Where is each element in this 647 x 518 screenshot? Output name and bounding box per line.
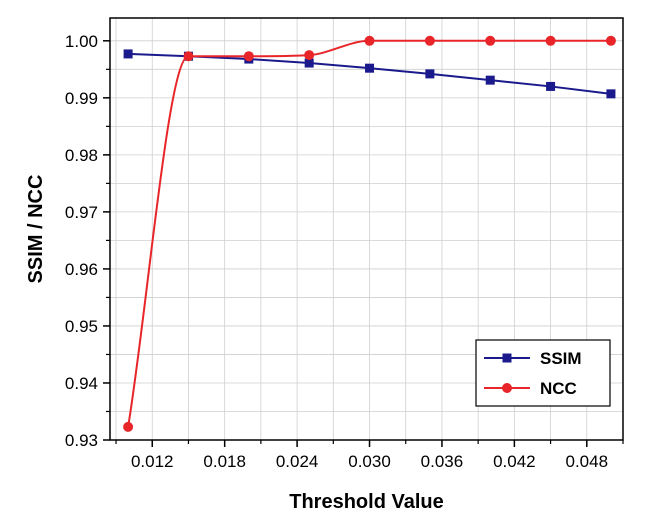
- data-point-ssim: [425, 69, 435, 79]
- y-axis-title: SSIM / NCC: [25, 175, 47, 284]
- plot-frame: [109, 17, 624, 441]
- data-point-ssim: [485, 75, 495, 85]
- series-layer: [123, 35, 616, 432]
- ticks-layer: 0.012 0.018 0.024 0.030 0.036 0.042 0.048 0.93 0…: [65, 32, 624, 471]
- data-point-ssim: [304, 58, 314, 68]
- y-tick-label: 0.96: [65, 260, 98, 279]
- data-point-ssim: [123, 49, 133, 59]
- x-tick-label: 0.048: [566, 452, 609, 471]
- data-point-ncc: [424, 35, 435, 46]
- data-point-ssim: [365, 63, 375, 73]
- y-tick-label: 0.93: [65, 431, 98, 450]
- data-point-ncc: [364, 35, 375, 46]
- data-point-ssim: [546, 81, 556, 91]
- y-tick-label: 0.98: [65, 146, 98, 165]
- y-tick-label: 0.99: [65, 89, 98, 108]
- legend-marker-ssim: [502, 353, 512, 363]
- data-point-ncc: [545, 35, 556, 46]
- x-tick-label: 0.030: [348, 452, 391, 471]
- data-point-ncc: [304, 50, 315, 61]
- x-axis-title: Threshold Value: [289, 491, 443, 513]
- y-tick-label: 0.95: [65, 317, 98, 336]
- x-tick-label: 0.018: [203, 452, 246, 471]
- y-tick-label: 1.00: [65, 32, 98, 51]
- legend-box: [475, 339, 611, 407]
- series-line-ncc: [127, 39, 611, 428]
- data-point-ssim: [606, 89, 616, 99]
- x-tick-label: 0.042: [493, 452, 536, 471]
- legend: SSIM NCC: [475, 339, 611, 407]
- x-tick-label: 0.024: [276, 452, 319, 471]
- data-point-ncc: [123, 421, 134, 432]
- data-point-ncc: [605, 35, 616, 46]
- y-tick-label: 0.97: [65, 203, 98, 222]
- data-point-ncc: [243, 51, 254, 62]
- y-tick-label: 0.94: [65, 374, 98, 393]
- legend-label-ncc: NCC: [540, 379, 577, 398]
- series-ncc: [123, 35, 616, 432]
- x-tick-label: 0.012: [131, 452, 174, 471]
- x-tick-label: 0.036: [421, 452, 464, 471]
- data-point-ncc: [485, 35, 496, 46]
- data-point-ncc: [183, 51, 194, 62]
- legend-marker-ncc: [502, 383, 512, 393]
- legend-label-ssim: SSIM: [540, 349, 582, 368]
